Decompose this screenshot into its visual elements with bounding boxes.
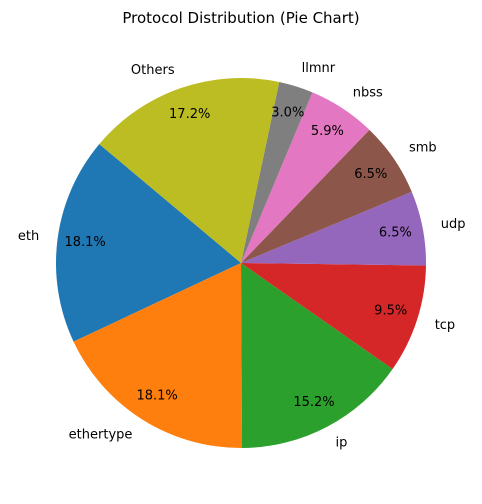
slice-percent-smb: 6.5%: [354, 167, 387, 182]
chart-title: Protocol Distribution (Pie Chart): [122, 9, 359, 27]
slice-label-others: Others: [131, 63, 175, 78]
pie-slice-tcp: [241, 263, 426, 370]
pie-slice-smb: [241, 129, 412, 263]
slice-percent-llmnr: 3.0%: [271, 105, 304, 120]
pie-slice-llmnr: [241, 81, 313, 264]
slice-label-ip: ip: [336, 436, 348, 451]
slice-percent-eth: 18.1%: [64, 235, 105, 250]
slice-percent-udp: 6.5%: [379, 226, 412, 241]
pie-slice-eth: [55, 144, 242, 342]
slice-percent-ip: 15.2%: [293, 395, 334, 410]
slice-percent-tcp: 9.5%: [374, 304, 407, 319]
pie-slice-udp: [241, 191, 426, 266]
slice-label-eth: eth: [18, 229, 39, 244]
pie-slices: [55, 77, 426, 449]
pie-slice-others: [99, 77, 280, 264]
slice-label-ethertype: ethertype: [69, 428, 133, 443]
slice-labels: eth 18.1% ethertype 18.1% ip 15.2% tcp 9.5% udp 6…: [18, 61, 466, 451]
slice-percent-nbss: 5.9%: [311, 124, 344, 139]
pie-slice-ip: [241, 263, 393, 448]
pie-slice-nbss: [241, 92, 370, 263]
slice-label-nbss: nbss: [353, 86, 383, 101]
slice-label-udp: udp: [441, 217, 466, 232]
slice-percent-ethertype: 18.1%: [136, 389, 177, 404]
slice-label-smb: smb: [409, 141, 437, 156]
slice-label-tcp: tcp: [435, 318, 456, 333]
pie-slice-ethertype: [73, 263, 243, 449]
slice-label-llmnr: llmnr: [302, 61, 336, 76]
slice-percent-others: 17.2%: [169, 107, 210, 122]
